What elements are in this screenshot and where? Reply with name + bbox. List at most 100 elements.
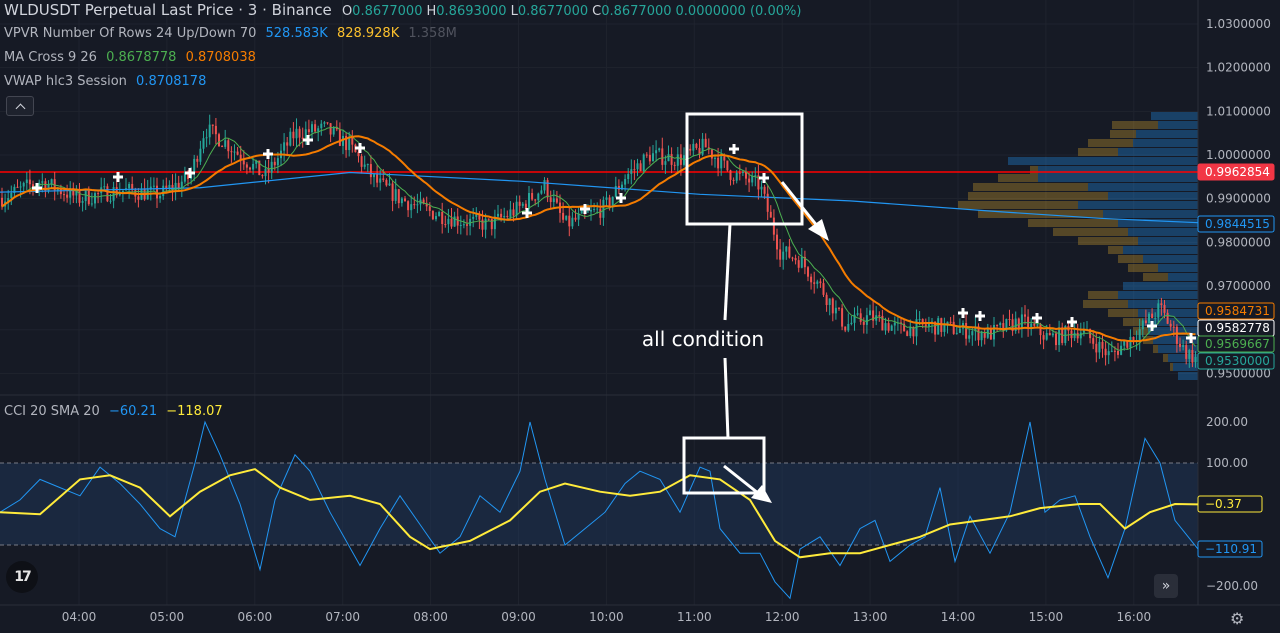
time-tick-label: 07:00 [325, 610, 360, 624]
candle-body [177, 182, 180, 189]
candle-body [106, 186, 109, 202]
vpvr-row-up [1138, 237, 1198, 245]
candle-body [596, 208, 599, 210]
candle-body [183, 172, 186, 182]
annotation-label[interactable]: all condition [642, 327, 764, 351]
annotation-rect-price[interactable] [685, 112, 804, 226]
candle-body [1020, 314, 1023, 329]
candle-body [205, 137, 208, 139]
candle-body [1039, 324, 1042, 336]
candle-body [1030, 323, 1033, 329]
candle-body [394, 189, 397, 201]
vwap-title[interactable]: VWAP hlc3 Session [4, 74, 127, 89]
candle-body [760, 186, 763, 190]
candle-body [298, 128, 301, 138]
annotation-rect-cci[interactable] [682, 436, 766, 495]
candle-body [1098, 341, 1101, 353]
cci-axis[interactable]: 200.00 100.00 −200.00 [1206, 415, 1258, 593]
candle-body [884, 323, 887, 331]
candle-body [10, 192, 13, 199]
ma-title[interactable]: MA Cross 9 26 [4, 50, 97, 65]
cross-marker [185, 168, 195, 178]
symbol-title[interactable]: WLDUSDT Perpetual Last Price · 3 · Binan… [4, 1, 332, 19]
candle-body [974, 326, 977, 332]
cci-tick-label: −200.00 [1206, 579, 1258, 593]
vpvr-row-up [1038, 166, 1198, 174]
price-axis[interactable]: 1.0300000 1.0200000 1.0100000 1.0000000 0.99… [1206, 17, 1271, 380]
double-chevron-right-icon[interactable]: » [1154, 574, 1178, 598]
price-tick-label: 0.9900000 [1206, 192, 1271, 206]
candle-body [360, 156, 363, 167]
candle-body [766, 193, 769, 212]
candle-body [283, 142, 286, 151]
vwap-legend[interactable]: VWAP hlc3 Session 0.8708178 [4, 74, 206, 90]
candle-body [1182, 345, 1185, 347]
time-tick-label: 05:00 [150, 610, 185, 624]
candle-body [735, 172, 738, 181]
candle-body [599, 208, 602, 218]
cci-legend[interactable]: CCI 20 SMA 20 −60.21 −118.07 [4, 404, 223, 420]
tradingview-logo-icon[interactable]: 17 [6, 561, 38, 593]
price-axis-labels: 0.9962854 0.9844515 0.9584731 0.9582778 0.95… [1197, 163, 1275, 370]
candle-body [732, 179, 735, 181]
annotation-connector-top[interactable] [723, 223, 732, 321]
ma-legend[interactable]: MA Cross 9 26 0.8678778 0.8708038 [4, 50, 256, 66]
annotation-drawings[interactable]: all condition [642, 112, 829, 503]
candle-body [1191, 349, 1194, 363]
candle-body [614, 186, 617, 197]
vpvr-legend[interactable]: VPVR Number Of Rows 24 Up/Down 70 528.58… [4, 26, 457, 42]
vpvr-row-up [1173, 363, 1198, 371]
price-tick-label: 0.9800000 [1206, 235, 1271, 249]
candle-body [224, 140, 227, 147]
ma-value-slow: 0.8708038 [185, 50, 256, 65]
vpvr-value-down: 828.928K [336, 26, 400, 41]
symbol-legend[interactable]: WLDUSDT Perpetual Last Price · 3 · Binan… [4, 2, 801, 20]
candlestick-series [1, 114, 1197, 368]
candle-body [50, 179, 53, 185]
candle-body [1104, 348, 1107, 356]
price-label-text: 0.9584731 [1205, 304, 1270, 318]
annotation-arrow-price[interactable] [780, 181, 824, 233]
annotation-connector-bottom[interactable] [723, 357, 730, 439]
price-label-badge [1197, 302, 1275, 320]
candle-body [1036, 324, 1039, 326]
candle-body [63, 194, 65, 196]
candle-body [676, 154, 679, 166]
vpvr-row-down [1123, 318, 1143, 326]
candle-body [404, 198, 406, 202]
candle-body [472, 216, 475, 219]
candle-body [428, 206, 431, 211]
candle-body [221, 146, 224, 148]
candle-body [41, 181, 44, 183]
candle-body [1014, 318, 1017, 331]
candle-body [317, 128, 320, 132]
cross-marker [1067, 317, 1077, 327]
candle-body [909, 326, 912, 336]
candle-body [320, 123, 323, 129]
candle-body [245, 164, 248, 168]
candle-body [19, 186, 22, 188]
price-label-text: 0.9844515 [1205, 217, 1270, 231]
candle-body [847, 323, 850, 331]
collapse-legend-button[interactable] [6, 96, 34, 116]
price-label-text: 0.9530000 [1205, 354, 1270, 368]
time-axis[interactable]: 04:00 05:00 06:00 07:00 08:00 09:00 10:00 11:00… [62, 610, 1151, 624]
gear-icon[interactable]: ⚙ [1230, 609, 1245, 628]
candle-body [174, 182, 177, 191]
candle-body [943, 324, 946, 332]
candle-body [1188, 349, 1191, 359]
candle-body [568, 215, 571, 227]
candle-body [1110, 350, 1113, 352]
candle-body [1163, 305, 1166, 313]
cross-marker [580, 204, 590, 214]
candle-body [230, 151, 233, 153]
vpvr-row-up [1108, 192, 1198, 200]
vpvr-title[interactable]: VPVR Number Of Rows 24 Up/Down 70 [4, 26, 257, 41]
cci-band-fill [0, 463, 1198, 545]
candle-body [422, 199, 425, 204]
cci-title[interactable]: CCI 20 SMA 20 [4, 404, 100, 419]
candle-body [1172, 326, 1175, 328]
candle-body [121, 190, 124, 193]
candle-body [1157, 303, 1160, 318]
